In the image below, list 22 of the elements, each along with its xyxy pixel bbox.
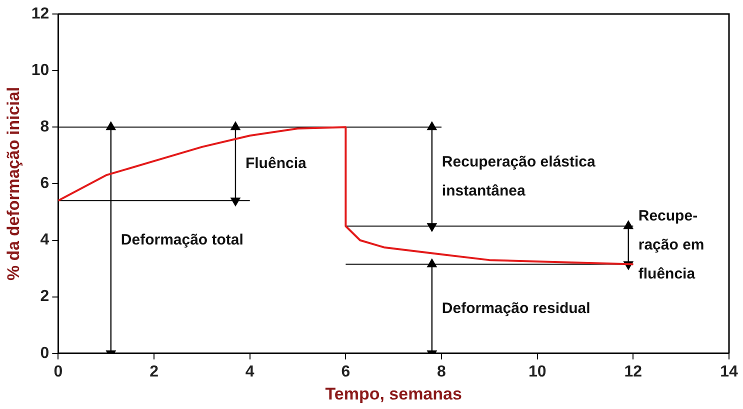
x-tick-label: 6 <box>341 363 350 380</box>
x-tick-label: 10 <box>528 363 546 380</box>
y-tick-label: 2 <box>40 288 50 306</box>
annotation: Deformação residual <box>442 300 590 317</box>
annotation: Fluência <box>245 155 307 172</box>
y-tick-label: 0 <box>40 344 50 362</box>
y-tick-label: 10 <box>31 62 50 79</box>
x-tick-label: 14 <box>720 363 738 380</box>
x-tick-label: 8 <box>437 363 446 380</box>
x-tick-label: 4 <box>245 363 254 380</box>
x-tick-label: 0 <box>54 363 63 380</box>
annotation: Deformação total <box>120 231 244 248</box>
y-tick-label: 8 <box>40 118 50 136</box>
x-axis-title: Tempo, semanas <box>325 384 462 404</box>
x-tick-label: 2 <box>150 363 159 380</box>
y-tick-label: 6 <box>40 175 50 192</box>
y-axis-title: % da deformação inicial <box>4 86 23 281</box>
x-tick-label: 12 <box>624 363 642 380</box>
annotation: Recuperação elástica instantânea <box>442 153 596 200</box>
y-tick-label: 4 <box>40 232 50 249</box>
annotation: Recupe- ração em fluência <box>638 207 704 282</box>
y-tick-label: 12 <box>31 5 50 22</box>
